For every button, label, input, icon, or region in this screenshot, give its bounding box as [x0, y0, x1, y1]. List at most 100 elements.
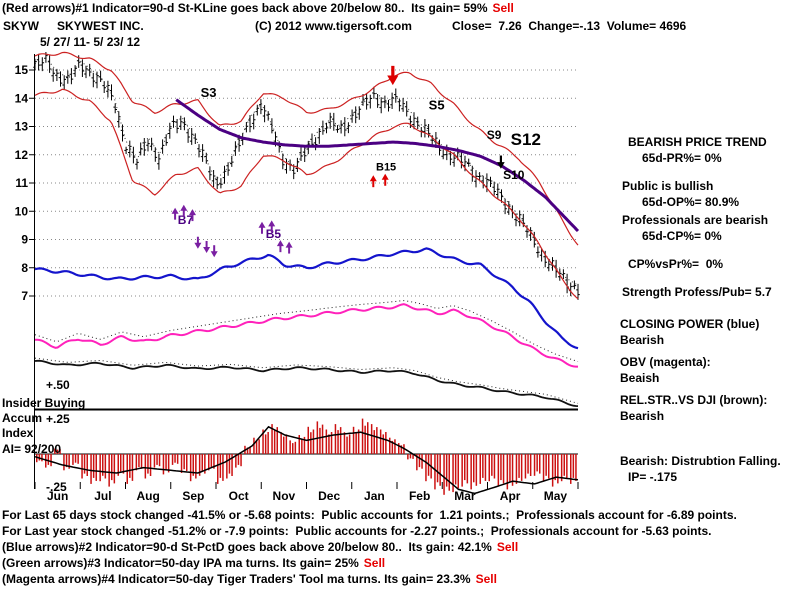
- ai-histogram-bar: [515, 454, 518, 484]
- date-range-label: 5/ 27/ 11- 5/ 23/ 12: [40, 35, 141, 49]
- obv-line: [35, 303, 578, 368]
- lower-band-line: [34, 88, 579, 300]
- ai-histogram-bar: [448, 454, 450, 491]
- ai-histogram-bar: [68, 454, 70, 469]
- up-arrow-icon: [285, 241, 293, 248]
- ai-histogram-bar: [461, 454, 463, 487]
- ai-histogram-bar: [72, 454, 74, 465]
- indicator4-line: (Magenta arrows)#4 Indicator=50-day Tige…: [2, 573, 497, 586]
- ai-histogram-bar: [83, 454, 86, 474]
- ai-histogram-bar: [436, 454, 439, 483]
- signal-label-s12: S12: [511, 130, 541, 149]
- ai-histogram-bar: [319, 427, 321, 454]
- scale-minus25-label: -.25: [46, 480, 67, 494]
- ai-histogram-bar: [301, 438, 303, 454]
- ai-histogram-bar: [280, 432, 282, 454]
- ai-histogram-bar: [355, 432, 357, 454]
- indicator1-text: (Red arrows)#1 Indicator=90-d St-KLine g…: [2, 1, 488, 15]
- obv-status: Beaish: [620, 371, 660, 385]
- ai-histogram-bar: [195, 454, 197, 479]
- ai-histogram-bar: [416, 454, 418, 471]
- indicator1-header-line: (Red arrows)#1 Indicator=90-d St-KLine g…: [2, 2, 514, 15]
- signal-label-b15: B15: [376, 161, 396, 173]
- signal-label-s9: S9: [487, 128, 502, 142]
- ai-histogram-bar: [122, 454, 125, 474]
- ai-histogram-bar: [204, 454, 206, 474]
- ai-histogram-bar: [47, 454, 50, 465]
- down-arrow-icon: [194, 242, 202, 249]
- up-arrow-icon: [268, 220, 276, 227]
- ai-histogram-bar: [65, 454, 68, 468]
- strength-ratio-label: Strength Profess/Pub= 5.7: [622, 285, 772, 299]
- signal-label-s5: S5: [429, 98, 445, 113]
- ai-histogram-bar: [201, 454, 203, 472]
- closing-power-line: [34, 247, 579, 350]
- ai-histogram-bar: [189, 454, 192, 482]
- ai-histogram-bar: [102, 454, 104, 476]
- ai-histogram-bar: [38, 454, 41, 461]
- sell-signal-label: Sell: [475, 572, 497, 586]
- ai-histogram-bar: [548, 454, 550, 479]
- ai-histogram-bar: [570, 454, 572, 484]
- ai-histogram-bar: [156, 454, 158, 465]
- ai-histogram-bar: [575, 454, 577, 481]
- month-label: Apr: [500, 489, 521, 503]
- signal-label-b5: B5: [266, 227, 282, 241]
- down-arrow-icon: [210, 251, 218, 258]
- insider-buying-label: Insider Buying: [2, 396, 86, 410]
- ai-histogram-bar: [321, 424, 324, 454]
- ai-histogram-bar: [454, 454, 457, 485]
- y-axis-label: 11: [15, 176, 28, 190]
- ai-histogram-bar: [466, 454, 469, 484]
- month-label: Jan: [364, 489, 385, 503]
- scale-plus50-label: +.50: [46, 378, 70, 392]
- ai-histogram-bar: [240, 454, 242, 467]
- month-label: Dec: [318, 489, 340, 503]
- upper-band-line: [34, 51, 579, 246]
- ai-histogram-bar: [235, 454, 237, 468]
- ai-histogram-bar: [276, 427, 278, 454]
- up-arrow-icon: [276, 240, 284, 247]
- ai-histogram-bar: [488, 454, 490, 482]
- y-axis-label: 14: [15, 91, 29, 105]
- ai-histogram-bar: [566, 454, 568, 479]
- ai-histogram-bar: [348, 434, 351, 454]
- ai-histogram-bar: [167, 454, 170, 473]
- y-axis-label: 10: [15, 204, 29, 218]
- ai-histogram-bar: [473, 454, 475, 483]
- ai-histogram-bar: [120, 454, 122, 472]
- ai-histogram-bar: [192, 454, 194, 476]
- ai-histogram-bar: [533, 454, 536, 476]
- ai-line: [34, 425, 579, 495]
- ai-histogram-bar: [328, 434, 330, 454]
- rel-strength-title: REL.STR..VS DJI (brown):: [620, 393, 768, 407]
- ai-histogram-bar: [249, 446, 251, 454]
- ai-histogram-bar: [99, 454, 101, 482]
- ai-histogram-bar: [511, 454, 514, 486]
- ai-histogram-bar: [524, 454, 527, 479]
- ai-histogram-bar: [439, 454, 441, 486]
- ai-histogram-bar: [126, 454, 128, 484]
- ai-histogram-bar: [545, 454, 547, 476]
- ai-histogram-bar: [434, 454, 436, 490]
- ai-histogram-bar: [149, 454, 152, 476]
- ai-histogram-bar: [536, 454, 538, 472]
- month-label: Sep: [182, 489, 204, 503]
- ai-histogram-bar: [117, 454, 119, 476]
- ai-histogram-bar: [108, 454, 110, 487]
- ai-histogram-bar: [153, 454, 156, 468]
- month-label: Nov: [273, 489, 296, 503]
- ai-histogram-bar: [113, 454, 116, 484]
- rel-strength-ma-dotted: [34, 357, 579, 404]
- ai-histogram-bar: [445, 454, 448, 487]
- ai-histogram-bar: [273, 430, 276, 454]
- ai-histogram-bar: [41, 454, 43, 462]
- footer-65day-summary: For Last 65 days stock changed -41.5% or…: [2, 508, 737, 522]
- footer-year-summary: For Last year stock changed -51.2% or -7…: [2, 524, 712, 538]
- ai-histogram-bar: [198, 454, 201, 476]
- ai-histogram-bar: [464, 454, 466, 481]
- ai-histogram-bar: [111, 454, 113, 481]
- ai-histogram-bar: [560, 454, 563, 482]
- ai-histogram-bar: [231, 454, 233, 476]
- ai-histogram-bar: [298, 435, 300, 454]
